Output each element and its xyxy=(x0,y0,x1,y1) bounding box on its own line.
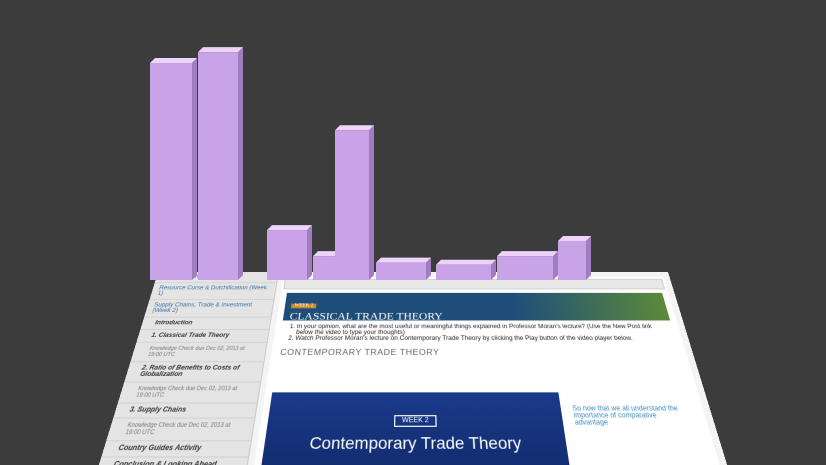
bar xyxy=(497,256,553,280)
bar-side xyxy=(553,251,558,280)
bar-top xyxy=(376,257,431,263)
bar xyxy=(376,262,426,280)
bar xyxy=(436,264,491,280)
bar-top xyxy=(497,251,558,257)
bar-side xyxy=(491,259,496,280)
bar-side xyxy=(426,257,431,280)
bar-top xyxy=(267,225,312,231)
bar xyxy=(558,240,586,280)
bar-side xyxy=(586,235,591,280)
bar-top xyxy=(335,125,374,131)
bar xyxy=(267,230,307,280)
bar-top xyxy=(436,259,496,265)
bar-side xyxy=(369,125,374,281)
bar-side xyxy=(192,58,197,280)
bar xyxy=(313,256,338,280)
bar xyxy=(150,63,192,280)
bar-side xyxy=(238,47,243,281)
bar xyxy=(198,52,238,281)
bar xyxy=(335,130,369,280)
bar-side xyxy=(307,225,312,280)
bar-top xyxy=(558,235,591,241)
bar-top xyxy=(198,47,243,53)
bar-top xyxy=(150,58,197,63)
